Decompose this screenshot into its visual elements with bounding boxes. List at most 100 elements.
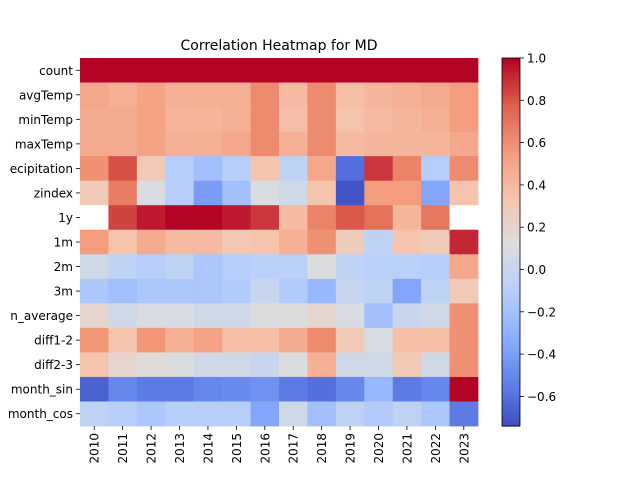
column-label: 2015 [230, 433, 244, 464]
heatmap-cell [364, 107, 394, 132]
heatmap-cell [250, 278, 280, 304]
heatmap-cell [392, 278, 422, 304]
colorbar-segment [502, 392, 520, 396]
colorbar-segment [502, 235, 520, 240]
colorbar-segment [502, 159, 520, 163]
colorbar-segment [502, 58, 520, 62]
heatmap-cell [421, 376, 450, 402]
heatmap-cell [193, 278, 223, 304]
heatmap-cell [307, 327, 337, 353]
colorbar-segment [502, 291, 520, 295]
colorbar-segment [502, 223, 520, 228]
row-label: maxTemp [15, 137, 73, 151]
colorbar-segment [502, 229, 520, 234]
heatmap-cell [307, 107, 337, 132]
heatmap-cell [136, 401, 166, 427]
heatmap-cell [449, 401, 479, 427]
row-label: 1m [54, 236, 73, 250]
heatmap-cell [307, 58, 337, 83]
heatmap-cell [421, 82, 450, 108]
heatmap-cell [421, 58, 450, 83]
colorbar-segment [502, 395, 520, 399]
heatmap-cell [449, 156, 479, 182]
heatmap-cell [307, 278, 337, 304]
heatmap-cell [392, 303, 422, 329]
colorbar-segment [502, 376, 520, 381]
colorbar-segment [502, 275, 520, 280]
heatmap-cell [279, 131, 308, 157]
colorbar-tick-label: 0.2 [527, 221, 546, 235]
heatmap-cell [392, 82, 422, 108]
colorbar-segment [502, 284, 520, 289]
row-labels: count avgTemp minTemp maxTemp ecipitation zin… [8, 64, 80, 421]
row-label: month_cos [8, 407, 73, 421]
heatmap-cell [193, 205, 223, 231]
heatmap-cell [449, 131, 479, 157]
heatmap-cell [136, 82, 166, 108]
heatmap-cell [108, 254, 138, 280]
colorbar-segment [502, 119, 520, 123]
column-label: 2017 [287, 433, 301, 464]
heatmap-cell [136, 376, 166, 402]
colorbar-segment [502, 346, 520, 350]
colorbar-segment [502, 413, 520, 418]
colorbar-segment [502, 297, 520, 301]
colorbar-segment [502, 153, 520, 157]
heatmap-cell [193, 82, 223, 108]
heatmap-cell [421, 156, 450, 182]
heatmap-cell [307, 401, 337, 427]
colorbar-segment [502, 327, 520, 332]
colorbar-segment [502, 168, 520, 173]
colorbar-segment [502, 128, 520, 133]
heatmap-cell [193, 254, 223, 280]
colorbar-segment [502, 401, 520, 406]
heatmap-cell [307, 82, 337, 108]
colorbar-segment [502, 404, 520, 409]
heatmap-cell [108, 131, 138, 157]
colorbar-segment [502, 251, 520, 255]
colorbar-tick-label: 1.0 [527, 52, 546, 66]
heatmap-cell [222, 131, 251, 157]
heatmap-cell [136, 303, 166, 329]
colorbar-segment [502, 238, 520, 243]
heatmap-cell [165, 58, 195, 83]
colorbar-segment [502, 337, 520, 341]
heatmap-cell [165, 278, 195, 304]
colorbar-segment [502, 309, 520, 314]
colorbar-segment [502, 330, 520, 335]
heatmap-cell [193, 180, 223, 206]
colorbar-segment [502, 199, 520, 203]
column-labels: 2010 2011 2012 2013 2014 2015 2016 2017 2018 2019… [88, 426, 471, 464]
colorbar-segment [502, 352, 520, 357]
colorbar-segment [502, 131, 520, 136]
heatmap-cell [222, 376, 251, 402]
heatmap-cell [222, 303, 251, 329]
heatmap-cell [392, 376, 422, 402]
heatmap-cell [108, 156, 138, 182]
column-label: 2011 [116, 433, 130, 464]
colorbar-segment [502, 416, 520, 421]
heatmap-cell [364, 58, 394, 83]
heatmap-cell [193, 352, 223, 378]
heatmap-cell [80, 327, 109, 353]
heatmap-cell [80, 180, 109, 206]
heatmap-cell [108, 58, 138, 83]
heatmap-cell [80, 303, 109, 329]
colorbar-tick-label: −0.2 [527, 305, 556, 319]
heatmap-cell [449, 58, 479, 83]
heatmap-cell [250, 180, 280, 206]
heatmap-cell [364, 352, 394, 378]
colorbar-segment [502, 303, 520, 307]
heatmap-cell [421, 180, 450, 206]
heatmap-cell [136, 254, 166, 280]
colorbar-segment [502, 398, 520, 403]
column-label: 2023 [457, 433, 471, 464]
heatmap-cell [136, 180, 166, 206]
heatmap-cell [335, 180, 365, 206]
heatmap-cell [421, 352, 450, 378]
colorbar-segment [502, 79, 520, 84]
heatmap-cell [279, 254, 308, 280]
heatmap-cell [392, 107, 422, 132]
colorbar-segment [502, 107, 520, 111]
